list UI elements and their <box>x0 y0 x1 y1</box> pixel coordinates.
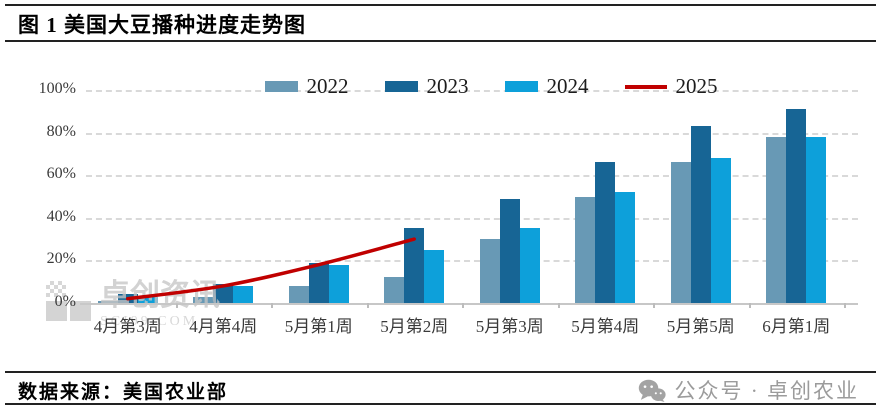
bar-2024-6月第1周 <box>806 136 827 303</box>
legend-label-2024: 2024 <box>546 74 589 98</box>
bar-2022-5月第3周 <box>479 239 500 303</box>
legend-item-2023: 2023 <box>384 74 469 99</box>
x-axis-tick <box>175 303 178 308</box>
x-axis-tick <box>844 303 846 308</box>
watermark-brand: 卓创资讯 <box>100 279 220 312</box>
y-tick-label: 20% <box>46 250 76 268</box>
legend-item-2022: 2022 <box>264 74 349 99</box>
wechat-icon <box>638 379 666 402</box>
x-axis-tick <box>653 303 655 308</box>
legend-label-2025: 2025 <box>675 74 718 98</box>
y-tick-label: 100% <box>38 80 76 97</box>
x-tick-label: 5月第5周 <box>666 317 735 336</box>
legend-label-2022: 2022 <box>306 74 349 98</box>
logo-square-checker <box>46 281 66 297</box>
logo-square <box>70 301 91 321</box>
bottom-rule <box>5 403 876 405</box>
chart-legend: 2022 2023 2024 2025 <box>102 74 880 99</box>
wechat-badge: 公众号 · 卓创农业 <box>638 375 860 405</box>
bar-2024-5月第2周 <box>424 249 445 303</box>
wechat-label: 公众号 · 卓创农业 <box>674 379 859 403</box>
bar-2022-5月第4周 <box>575 196 596 303</box>
top-rule <box>5 4 876 6</box>
bar-2022-5月第1周 <box>288 285 309 303</box>
grid-line-100 <box>86 90 858 92</box>
legend-item-2024: 2024 <box>504 74 589 99</box>
y-tick-label: 40% <box>46 207 76 225</box>
legend-swatch-2022 <box>264 81 298 92</box>
sci-logo-icon <box>46 281 92 323</box>
x-axis-tick <box>557 303 560 308</box>
x-tick-label: 5月第1周 <box>284 317 353 336</box>
bar-2022-5月第2周 <box>384 277 405 303</box>
x-tick-label: 4月第4周 <box>189 317 258 336</box>
x-tick-label: 6月第1周 <box>762 317 831 336</box>
bar-2022-5月第5周 <box>670 162 691 303</box>
legend-label-2023: 2023 <box>426 74 469 98</box>
data-source-label: 数据来源：美国农业部 <box>18 382 229 403</box>
bar-2023-5月第2周 <box>404 228 425 303</box>
y-tick-label: 0% <box>54 293 76 310</box>
grid-line-20 <box>86 260 858 263</box>
bar-2024-5月第5周 <box>710 158 731 303</box>
y-tick-label: 80% <box>46 122 76 140</box>
footer-divider <box>5 371 876 373</box>
x-tick-label: 5月第3周 <box>475 317 544 336</box>
x-axis-tick <box>366 303 369 308</box>
bar-2023-5月第1周 <box>308 262 329 303</box>
logo-square <box>46 301 67 321</box>
bar-2022-6月第1周 <box>766 136 787 303</box>
bar-2022-4月第3周 <box>97 300 118 303</box>
title-divider <box>5 40 876 42</box>
legend-swatch-2025 <box>624 84 667 89</box>
x-axis-tick <box>748 303 751 308</box>
x-tick-label: 4月第3周 <box>93 317 162 336</box>
x-axis-line <box>80 303 858 305</box>
bar-2023-5月第3周 <box>499 198 520 303</box>
legend-swatch-2023 <box>384 81 418 92</box>
x-axis-tick <box>462 303 464 308</box>
figure-title: 图 1 美国大豆播种进度走势图 <box>18 13 306 37</box>
legend-item-2025: 2025 <box>624 74 718 99</box>
grid-line-80 <box>86 132 858 135</box>
y-tick-label: 60% <box>46 165 76 183</box>
grid-line-40 <box>86 217 858 220</box>
bar-2023-5月第4周 <box>595 162 616 303</box>
watermark-site: SCI99.COM <box>100 314 199 329</box>
legend-swatch-2024 <box>504 81 538 92</box>
bar-2024-5月第1周 <box>328 264 349 303</box>
grid-line-60 <box>86 175 858 178</box>
bar-2023-6月第1周 <box>786 109 807 303</box>
bar-2023-5月第5周 <box>690 126 711 303</box>
x-tick-label: 5月第4周 <box>571 317 640 336</box>
bar-2024-5月第4周 <box>615 192 636 303</box>
x-tick-label: 5月第2周 <box>380 317 449 336</box>
bar-2024-5月第3周 <box>519 228 540 303</box>
x-axis-tick <box>271 303 273 308</box>
bar-2024-4月第4周 <box>233 285 254 303</box>
